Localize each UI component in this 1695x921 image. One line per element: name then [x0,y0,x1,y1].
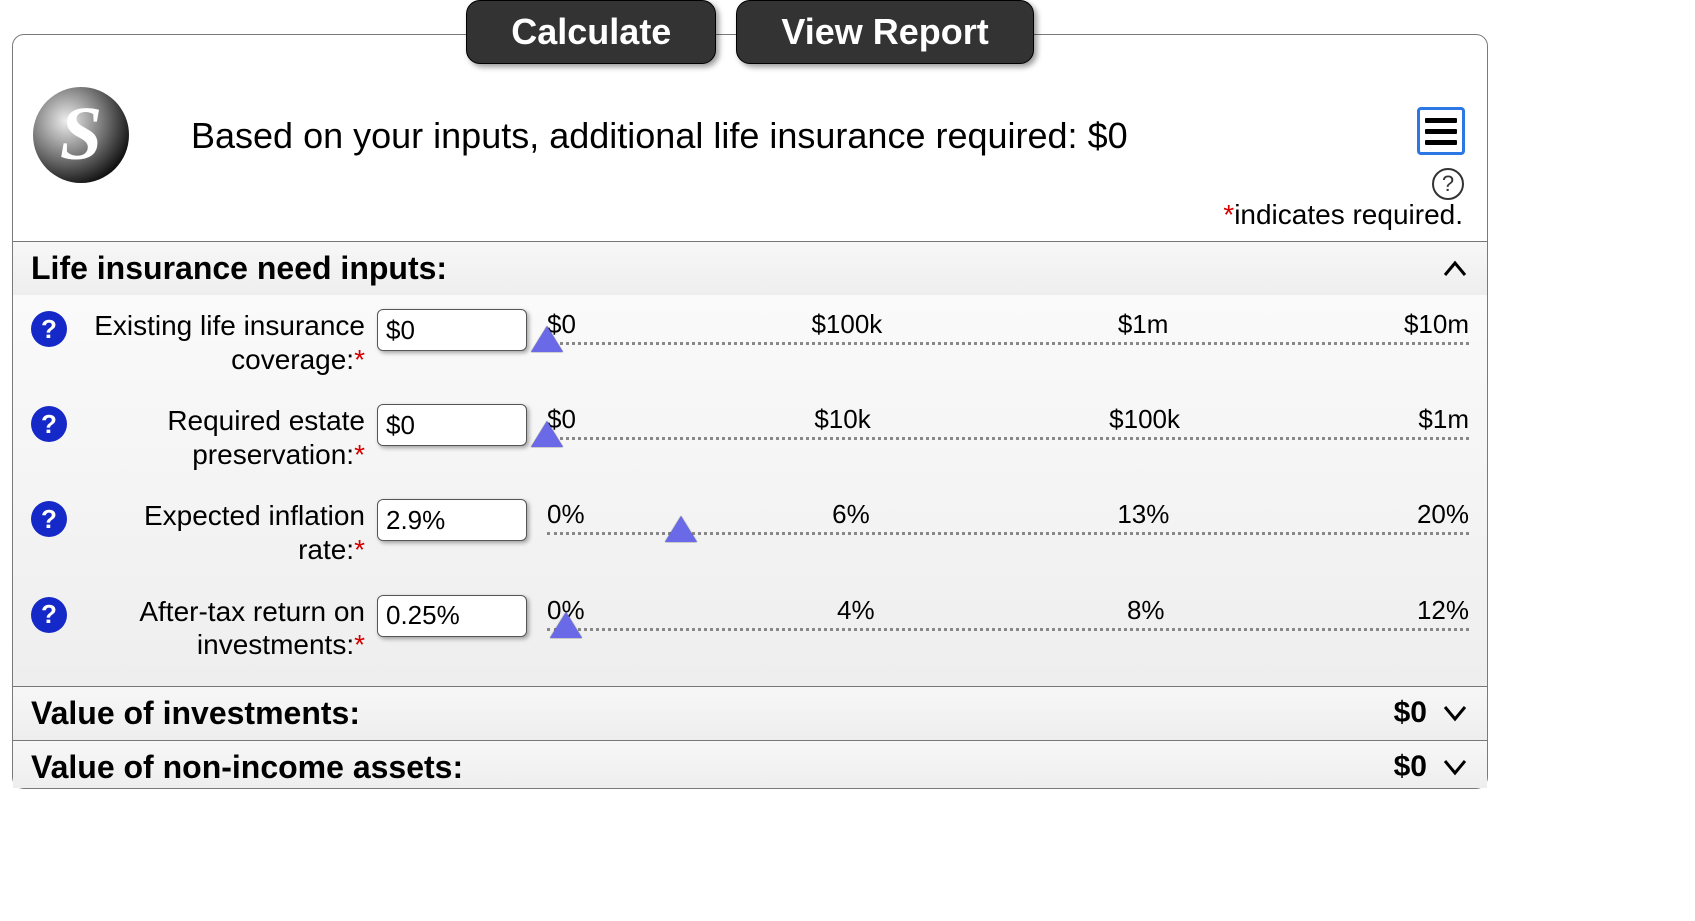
section-title-investments: Value of investments: [31,695,360,732]
top-button-bar: Calculate View Report [0,0,1500,64]
help-icon[interactable]: ? [31,311,67,347]
tick-label: 6% [832,499,870,530]
section-title-inputs: Life insurance need inputs: [31,250,447,287]
help-icon[interactable]: ? [31,597,67,633]
slider-track [547,532,1469,535]
summary-text: Based on your inputs, additional life in… [191,115,1469,157]
field-label: Existing life insurance coverage:* [83,309,373,376]
section-investments: Value of investments: $0 [13,686,1487,740]
tick-label: $10k [814,404,870,435]
existing-coverage-input[interactable] [377,309,527,351]
calculate-button[interactable]: Calculate [466,0,716,64]
section-value-investments: $0 [1394,696,1427,730]
main-panel: S Based on your inputs, additional life … [12,34,1488,789]
row-existing-coverage: ? Existing life insurance coverage:* $0 … [31,309,1469,376]
field-label: Required estate preservation:* [83,404,373,471]
slider-track [547,342,1469,345]
svg-text:S: S [60,92,102,176]
tick-label: 13% [1117,499,1169,530]
row-estate-preservation: ? Required estate preservation:* $0 $10k… [31,404,1469,471]
section-head-non-income[interactable]: Value of non-income assets: $0 [13,741,1487,788]
section-value-non-income: $0 [1394,750,1427,784]
slider-ticks: 0% 4% 8% 12% [547,595,1469,626]
slider-thumb[interactable] [665,516,697,542]
dollar-logo-icon: S [31,85,131,185]
hamburger-menu-icon[interactable] [1417,107,1465,155]
section-life-insurance-inputs: Life insurance need inputs: ? Existing l… [13,241,1487,686]
summary-amount: $0 [1088,115,1128,156]
aftertax-return-input[interactable] [377,595,527,637]
tick-label: 4% [837,595,875,626]
slider-thumb[interactable] [550,612,582,638]
slider-track [547,628,1469,631]
help-icon[interactable]: ? [1431,167,1465,201]
tick-label: 8% [1127,595,1165,626]
tick-label: $100k [1109,404,1180,435]
view-report-button[interactable]: View Report [736,0,1033,64]
estate-preservation-input[interactable] [377,404,527,446]
slider-thumb[interactable] [531,421,563,447]
required-note-text: indicates required. [1234,199,1463,230]
slider-existing-coverage[interactable]: $0 $100k $1m $10m [547,309,1469,361]
tick-label: 0% [547,499,585,530]
field-label: Expected inflation rate:* [83,499,373,566]
label-text: Existing life insurance coverage: [94,310,365,375]
row-inflation-rate: ? Expected inflation rate:* 0% 6% 13% 20… [31,499,1469,566]
summary-prefix: Based on your inputs, additional life in… [191,115,1088,156]
chevron-down-icon [1441,699,1469,727]
required-asterisk: * [354,629,365,660]
slider-inflation-rate[interactable]: 0% 6% 13% 20% [547,499,1469,551]
row-aftertax-return: ? After-tax return on investments:* 0% 4… [31,595,1469,662]
slider-ticks: $0 $10k $100k $1m [547,404,1469,435]
chevron-down-icon [1441,753,1469,781]
label-text: Expected inflation rate: [144,500,365,565]
tick-label: 20% [1417,499,1469,530]
panel-header: S Based on your inputs, additional life … [13,69,1487,193]
slider-estate-preservation[interactable]: $0 $10k $100k $1m [547,404,1469,456]
calculator-wrapper: Calculate View Report S Based on your in… [0,0,1500,789]
tick-label: 12% [1417,595,1469,626]
inputs-body: ? Existing life insurance coverage:* $0 … [13,295,1487,686]
tick-label: $10m [1404,309,1469,340]
required-asterisk: * [354,534,365,565]
field-label: After-tax return on investments:* [83,595,373,662]
help-icon[interactable]: ? [31,406,67,442]
required-asterisk: * [354,439,365,470]
slider-thumb[interactable] [531,326,563,352]
section-non-income-assets: Value of non-income assets: $0 [13,740,1487,788]
required-asterisk: * [354,344,365,375]
chevron-up-icon [1441,255,1469,283]
required-asterisk: * [1223,199,1234,230]
tick-label: $1m [1118,309,1169,340]
slider-ticks: $0 $100k $1m $10m [547,309,1469,340]
inflation-rate-input[interactable] [377,499,527,541]
label-text: After-tax return on investments: [139,596,365,661]
slider-aftertax-return[interactable]: 0% 4% 8% 12% [547,595,1469,647]
slider-track [547,437,1469,440]
section-title-non-income: Value of non-income assets: [31,749,463,786]
label-text: Required estate preservation: [167,405,365,470]
section-head-inputs[interactable]: Life insurance need inputs: [13,242,1487,295]
tick-label: $100k [811,309,882,340]
help-icon[interactable]: ? [31,501,67,537]
svg-text:?: ? [1442,171,1454,196]
tick-label: $1m [1418,404,1469,435]
section-head-investments[interactable]: Value of investments: $0 [13,687,1487,740]
required-indicator-note: *indicates required. [13,193,1487,241]
